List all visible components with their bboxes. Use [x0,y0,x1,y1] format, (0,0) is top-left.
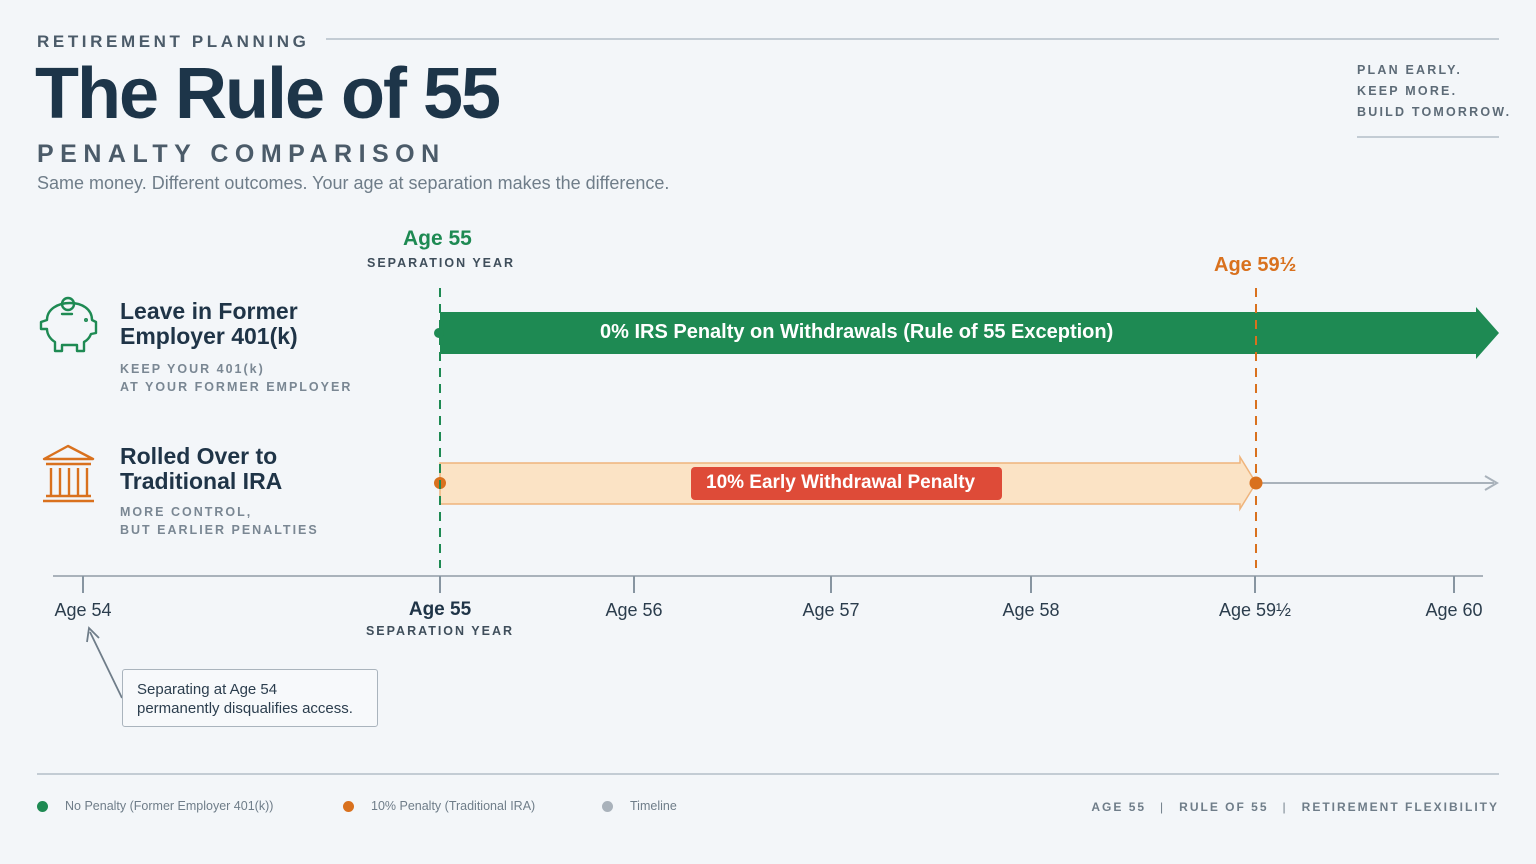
legend-dot-orange [343,800,354,812]
ira-subtitle-line-2: BUT EARLIER PENALTIES [120,523,319,537]
penalty-pill-label: 10% Early Withdrawal Penalty [706,472,976,493]
tick-label-age-55: Age 55 [408,599,472,620]
tick-label-age-56: Age 56 [605,600,663,620]
legend-label-penalty: 10% Penalty (Traditional IRA) [371,799,536,813]
footer-divider [37,773,1499,775]
tick-label-age-59-5: Age 59½ [1218,600,1292,620]
ira-subtitle-line-1: MORE CONTROL, [120,505,253,519]
ira-subtitle: MORE CONTROL, BUT EARLIER PENALTIES [120,503,420,539]
footer-meta-flexibility: RETIREMENT FLEXIBILITY [1301,800,1499,814]
legend-label-no-penalty: No Penalty (Former Employer 401(k)) [65,799,274,813]
page-subtitle: PENALTY COMPARISON [37,140,446,168]
footer-separator: | [1282,800,1288,814]
ira-title: Rolled Over to Traditional IRA [120,443,283,494]
former-employer-title: Leave in Former Employer 401(k) [120,298,298,349]
legend-dot-gray [602,800,613,812]
former-employer-subtitle-line-1: KEEP YOUR 401(k) [120,362,265,376]
motto-line-2: KEEP MORE. [1357,84,1458,98]
note-pointer-line [89,631,123,699]
motto-line-1: PLAN EARLY. [1357,63,1463,77]
no-penalty-bar [440,307,1499,359]
age-54-note: Separating at Age 54 permanently disqual… [122,669,378,727]
motto: PLAN EARLY. KEEP MORE. BUILD TOMORROW. [1357,60,1511,123]
bank-building-icon [42,444,95,503]
legend-item-timeline: Timeline [602,799,677,813]
tick-label-age-57: Age 57 [802,600,860,620]
penalty-free-age-label: Age 59½ [1214,254,1297,276]
tick-label-age-58: Age 58 [1002,600,1060,620]
penalty-pill [691,467,1002,500]
tick-label-age-54: Age 54 [54,600,112,620]
legend-label-timeline: Timeline [630,799,677,813]
piggy-bank-icon [39,296,98,353]
page-title: The Rule of 55 [35,54,501,134]
age-54-note-line-2: permanently disqualifies access. [137,700,353,717]
former-employer-subtitle: KEEP YOUR 401(k) AT YOUR FORMER EMPLOYER [120,360,420,396]
former-employer-subtitle-line-2: AT YOUR FORMER EMPLOYER [120,380,353,394]
note-pointer-arrowhead [86,626,100,643]
separation-age-label: Age 55 [403,227,472,250]
footer-meta: AGE 55 | RULE OF 55 | RETIREMENT FLEXIBILITY [1091,800,1499,814]
separation-year-caption: SEPARATION YEAR [367,256,516,270]
legend-item-penalty: 10% Penalty (Traditional IRA) [343,799,535,813]
footer-meta-age: AGE 55 [1091,800,1147,814]
tick-sub-separation-year: SEPARATION YEAR [365,624,515,638]
motto-line-3: BUILD TOMORROW. [1357,105,1512,119]
tick-label-age-60: Age 60 [1425,600,1483,620]
no-penalty-bar-label: 0% IRS Penalty on Withdrawals (Rule of 5… [600,321,1114,343]
header-divider [326,38,1499,40]
footer-separator: | [1160,800,1166,814]
page-tagline: Same money. Different outcomes. Your age… [37,173,670,193]
legend-dot-green [37,800,48,812]
motto-divider [1357,136,1499,138]
legend-item-no-penalty: No Penalty (Former Employer 401(k)) [37,799,273,813]
eyebrow-label: RETIREMENT PLANNING [37,32,310,51]
no-penalty-bar-start-dot [434,328,444,338]
age-54-note-line-1: Separating at Age 54 [137,681,278,698]
ira-continuation-arrowhead [1484,475,1499,491]
footer-meta-rule: RULE OF 55 [1179,800,1269,814]
